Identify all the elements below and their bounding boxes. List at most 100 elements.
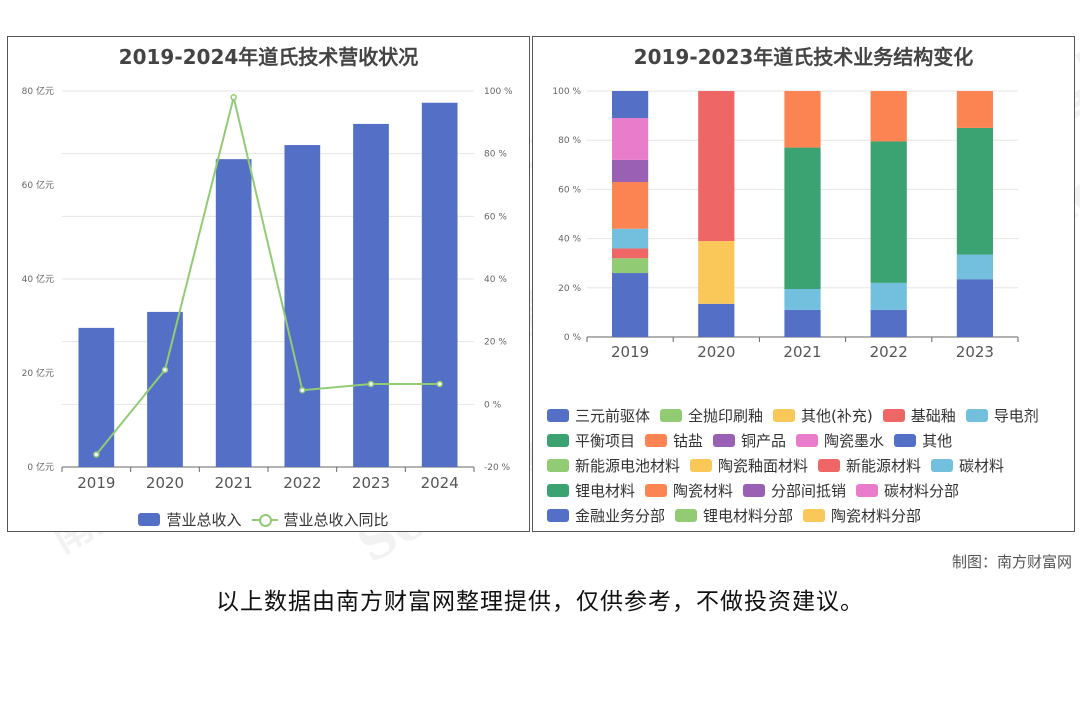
stacked-segment xyxy=(784,309,821,337)
legend-item[interactable]: 碳材料 xyxy=(931,453,1004,478)
revenue-bar xyxy=(421,102,458,467)
legend-swatch xyxy=(645,434,668,447)
legend-item[interactable]: 分部间抵销 xyxy=(743,478,846,503)
legend-swatch xyxy=(773,409,796,422)
legend-swatch xyxy=(965,409,988,422)
yoy-point xyxy=(436,380,443,388)
legend-swatch xyxy=(743,484,766,497)
legend-label: 陶瓷材料 xyxy=(673,482,734,500)
legend-item[interactable]: 其他(补充) xyxy=(773,403,873,428)
legend-label: 金融业务分部 xyxy=(575,507,666,525)
y2-tick-label: 20 % xyxy=(484,338,507,348)
legend-item[interactable]: 基础釉 xyxy=(882,403,956,428)
structure-chart-title: 2019-2023年道氏技术业务结构变化 xyxy=(633,45,974,69)
x-tick-label: 2022 xyxy=(283,474,321,492)
stacked-segment xyxy=(611,228,649,249)
y-tick-label: 40 % xyxy=(558,235,581,245)
legend-label: 导电剂 xyxy=(993,407,1039,425)
legend-item[interactable]: 钴盐 xyxy=(645,428,703,453)
legend-label: 营业总收入 xyxy=(166,511,242,529)
stacked-segment xyxy=(956,279,994,337)
legend-item[interactable]: 陶瓷墨水 xyxy=(796,428,884,453)
legend-label: 陶瓷墨水 xyxy=(824,432,885,450)
legend-item[interactable]: 新能源电池材料 xyxy=(547,453,680,478)
stacked-segment xyxy=(870,282,907,310)
revenue-bar xyxy=(78,327,115,467)
legend-label: 三元前驱体 xyxy=(575,407,651,425)
y2-tick-label: 0 % xyxy=(484,400,502,410)
x-tick-label: 2019 xyxy=(611,343,649,361)
legend-swatch xyxy=(818,459,841,472)
y-tick-label: 20 亿元 xyxy=(22,367,54,379)
y-tick-label: 60 % xyxy=(558,185,581,195)
x-tick-label: 2022 xyxy=(870,343,908,361)
legend-swatch xyxy=(547,409,569,422)
legend-item[interactable]: 陶瓷釉面材料 xyxy=(690,453,808,478)
legend-swatch xyxy=(931,459,954,472)
x-tick-label: 2020 xyxy=(697,343,735,361)
legend-item[interactable]: 锂电材料分部 xyxy=(675,503,793,528)
x-tick-label: 2024 xyxy=(421,474,459,492)
stacked-segment xyxy=(956,254,994,280)
revenue-bar xyxy=(215,159,252,467)
legend-label: 铜产品 xyxy=(741,432,787,450)
legend-swatch xyxy=(645,484,668,497)
legend-label: 营业总收入同比 xyxy=(283,511,389,529)
legend-swatch xyxy=(251,513,278,527)
legend-item[interactable]: 营业总收入 xyxy=(138,507,242,531)
legend-item[interactable]: 其他 xyxy=(894,428,952,453)
legend-label: 新能源材料 xyxy=(846,457,922,475)
legend-item[interactable]: 三元前驱体 xyxy=(547,403,650,428)
structure-chart-panel: 2019-2023年道氏技术业务结构变化 0 % 20 % 40 % 60 % 80 %… xyxy=(532,36,1075,532)
revenue-chart-title: 2019-2024年道氏技术营收状况 xyxy=(118,45,419,69)
legend-item[interactable]: 新能源材料 xyxy=(818,453,921,478)
legend-label: 锂电材料分部 xyxy=(703,507,794,525)
stacked-segment xyxy=(956,127,994,255)
x-tick-label: 2023 xyxy=(956,343,994,361)
stacked-segment xyxy=(784,289,821,310)
y-tick-label: 20 % xyxy=(558,284,581,294)
legend-item[interactable]: 导电剂 xyxy=(965,403,1039,428)
revenue-bar xyxy=(284,145,321,468)
stacked-segment xyxy=(611,273,649,337)
stacked-segment xyxy=(956,91,994,128)
legend-swatch xyxy=(713,434,736,447)
yoy-point xyxy=(93,451,100,458)
legend-swatch xyxy=(796,434,819,447)
legend-item[interactable]: 碳材料分部 xyxy=(856,478,959,503)
legend-label: 平衡项目 xyxy=(575,432,636,450)
stacked-segment xyxy=(611,118,649,160)
y-tick-label: 0 % xyxy=(564,333,582,343)
revenue-chart-legend: 营业总收入 营业总收入同比 xyxy=(8,507,529,531)
stacked-segment xyxy=(611,159,649,183)
legend-item[interactable]: 铜产品 xyxy=(713,428,786,453)
legend-swatch xyxy=(856,484,879,497)
yoy-point xyxy=(161,366,169,374)
legend-item[interactable]: 营业总收入同比 xyxy=(251,507,389,531)
x-tick-label: 2023 xyxy=(352,474,390,492)
yoy-point xyxy=(299,386,306,394)
legend-swatch xyxy=(882,409,905,422)
stacked-segment xyxy=(698,303,735,337)
legend-swatch xyxy=(803,509,826,522)
stacked-segment xyxy=(698,91,735,242)
legend-item[interactable]: 锂电材料 xyxy=(547,478,635,503)
legend-swatch xyxy=(547,434,569,447)
legend-item[interactable]: 全抛印刷釉 xyxy=(660,403,763,428)
stacked-segment xyxy=(870,141,907,283)
y-tick-label: 80 % xyxy=(558,136,581,146)
y-tick-label: 80 亿元 xyxy=(22,85,54,97)
stacked-segment xyxy=(611,91,649,119)
legend-item[interactable]: 平衡项目 xyxy=(547,428,635,453)
revenue-bar xyxy=(353,123,389,468)
legend-label: 基础釉 xyxy=(910,407,956,425)
y-tick-label: 100 % xyxy=(552,87,581,97)
legend-swatch xyxy=(675,509,698,522)
legend-item[interactable]: 金融业务分部 xyxy=(547,503,665,528)
yoy-point xyxy=(367,380,375,388)
stacked-segment xyxy=(784,91,821,148)
legend-item[interactable]: 陶瓷材料分部 xyxy=(803,503,921,528)
legend-label: 碳材料分部 xyxy=(884,482,960,500)
stacked-segment xyxy=(611,258,649,274)
legend-item[interactable]: 陶瓷材料 xyxy=(645,478,733,503)
